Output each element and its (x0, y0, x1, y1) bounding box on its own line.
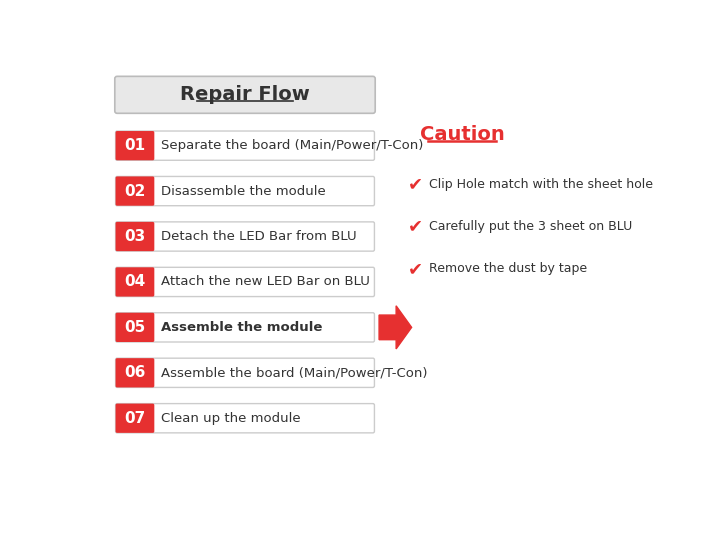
Text: Detach the LED Bar from BLU: Detach the LED Bar from BLU (161, 230, 356, 243)
Text: Clip Hole match with the sheet hole: Clip Hole match with the sheet hole (429, 178, 654, 191)
Text: 02: 02 (125, 184, 145, 199)
FancyBboxPatch shape (116, 267, 154, 296)
Text: Disassemble the module: Disassemble the module (161, 185, 325, 198)
Text: 05: 05 (125, 320, 145, 335)
Text: Clean up the module: Clean up the module (161, 411, 300, 425)
Text: Assemble the board (Main/Power/T-Con): Assemble the board (Main/Power/T-Con) (161, 366, 427, 379)
Text: 07: 07 (125, 411, 145, 426)
FancyBboxPatch shape (116, 358, 154, 387)
FancyBboxPatch shape (116, 131, 374, 160)
Text: ✔: ✔ (408, 260, 423, 278)
FancyBboxPatch shape (116, 313, 374, 342)
Text: ✔: ✔ (408, 175, 423, 193)
Text: 03: 03 (125, 229, 145, 244)
Text: ✔: ✔ (408, 218, 423, 235)
Text: Repair Flow: Repair Flow (180, 85, 310, 104)
Polygon shape (379, 306, 412, 349)
Text: Assemble the module: Assemble the module (161, 321, 322, 334)
FancyBboxPatch shape (116, 403, 154, 433)
FancyBboxPatch shape (114, 76, 375, 113)
Text: Remove the dust by tape: Remove the dust by tape (429, 262, 588, 275)
FancyBboxPatch shape (116, 403, 374, 433)
Text: Separate the board (Main/Power/T-Con): Separate the board (Main/Power/T-Con) (161, 139, 423, 152)
Text: 04: 04 (125, 274, 145, 289)
Text: 06: 06 (125, 365, 145, 380)
Text: Attach the new LED Bar on BLU: Attach the new LED Bar on BLU (161, 275, 369, 288)
FancyBboxPatch shape (116, 177, 154, 206)
FancyBboxPatch shape (116, 131, 154, 160)
FancyBboxPatch shape (116, 177, 374, 206)
FancyBboxPatch shape (116, 267, 374, 296)
Text: 01: 01 (125, 138, 145, 153)
Text: Caution: Caution (420, 125, 505, 144)
FancyBboxPatch shape (116, 222, 154, 251)
Text: Carefully put the 3 sheet on BLU: Carefully put the 3 sheet on BLU (429, 220, 633, 233)
FancyBboxPatch shape (116, 313, 154, 342)
FancyBboxPatch shape (116, 222, 374, 251)
FancyBboxPatch shape (116, 358, 374, 387)
